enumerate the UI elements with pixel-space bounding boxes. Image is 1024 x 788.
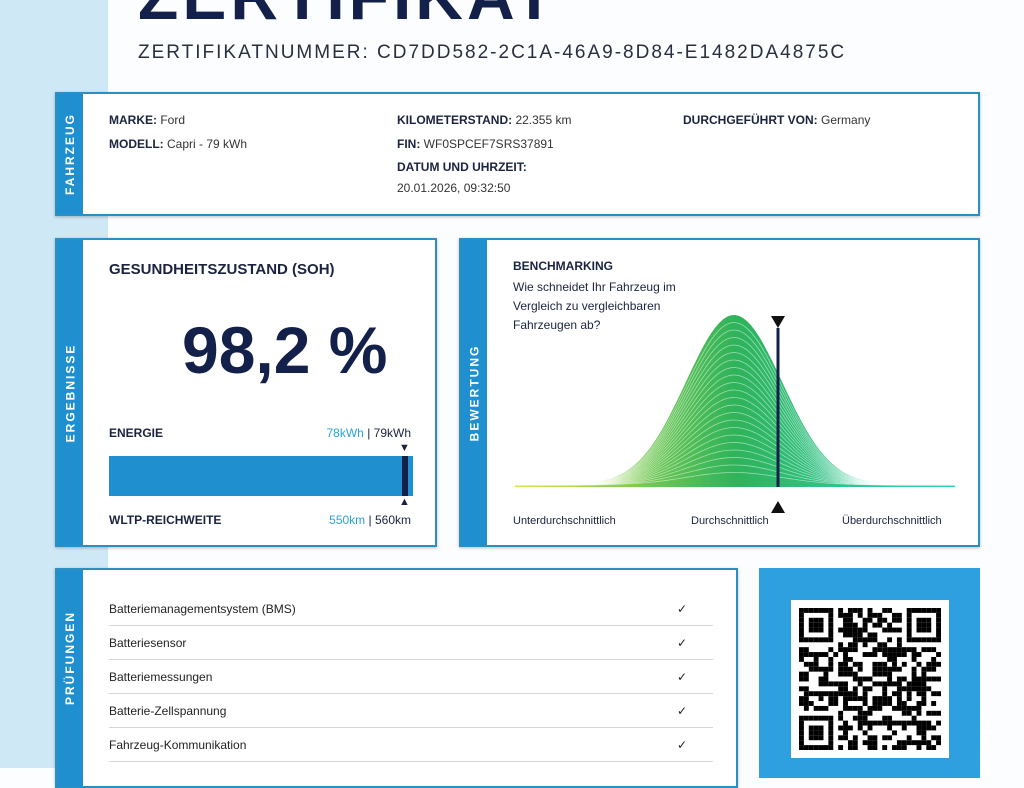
energy-label: ENERGIE xyxy=(109,426,164,440)
curve-line xyxy=(515,315,955,487)
check-row: Batteriemanagementsystem (BMS) ✓ xyxy=(109,592,713,626)
mileage-value: 22.355 km xyxy=(515,113,572,127)
soh-title: GESUNDHEITSZUSTAND (SOH) xyxy=(109,261,335,278)
check-label: Batteriemessungen xyxy=(109,669,213,684)
results-section: ERGEBNISSE GESUNDHEITSZUSTAND (SOH) 98,2… xyxy=(55,238,437,547)
check-row: Batterie-Zellspannung ✓ xyxy=(109,694,713,728)
benchmark-curve xyxy=(515,315,955,513)
range-total: | 560km xyxy=(368,513,411,527)
energy-total: | 79kWh xyxy=(367,426,411,440)
triangle-down-icon xyxy=(771,316,785,328)
vin-label: FIN: xyxy=(397,137,421,151)
label-above-average: Überdurchschnittlich xyxy=(842,515,942,527)
details-label: DETAILS xyxy=(978,708,993,777)
check-icon: ✓ xyxy=(676,669,687,684)
check-row: Fahrzeug-Kommunikation ✓ xyxy=(109,728,713,762)
check-row: Batteriesensor ✓ xyxy=(109,626,713,660)
page-title: ZERTIFIKAT xyxy=(138,0,558,34)
triangle-down-icon: ▼ xyxy=(399,442,410,454)
check-icon: ✓ xyxy=(676,601,687,616)
energy-current: 78kWh xyxy=(326,426,364,440)
range-label: WLTP-REICHWEITE xyxy=(109,513,222,527)
section-label: ERGEBNISSE xyxy=(57,240,83,545)
mileage-label: KILOMETERSTAND: xyxy=(397,113,513,127)
rating-section: BEWERTUNG BENCHMARKING Wie schneidet Ihr… xyxy=(459,238,980,547)
brand-label: MARKE: xyxy=(109,113,157,127)
section-label: PRÜFUNGEN xyxy=(57,570,83,786)
vehicle-section: FAHRZEUG MARKE: Ford MODELL: Capri - 79 … xyxy=(55,92,980,216)
qr-code xyxy=(791,600,949,758)
check-icon: ✓ xyxy=(676,737,687,752)
check-label: Batteriesensor xyxy=(109,635,187,650)
check-row: Batteriemessungen ✓ xyxy=(109,660,713,694)
range-current: 550km xyxy=(329,513,366,527)
model-value: Capri - 79 kWh xyxy=(167,137,248,151)
energy-bar xyxy=(109,456,413,496)
curve-line xyxy=(515,472,955,486)
performed-value: Germany xyxy=(821,113,871,127)
benchmark-question: Wie schneidet Ihr Fahrzeug im Vergleich … xyxy=(513,280,676,332)
triangle-up-icon xyxy=(771,501,785,513)
check-label: Batteriemanagementsystem (BMS) xyxy=(109,601,296,616)
label-below-average: Unterdurchschnittlich xyxy=(513,515,616,527)
model-label: MODELL: xyxy=(109,137,164,151)
bar-marker xyxy=(401,456,408,496)
triangle-up-icon: ▲ xyxy=(399,496,410,508)
section-label: FAHRZEUG xyxy=(57,94,83,214)
benchmark-title: BENCHMARKING xyxy=(513,259,613,273)
date-label: DATUM UND UHRZEIT: xyxy=(397,160,527,174)
certificate-number: ZERTIFIKATNUMMER: CD7DD582-2C1A-46A9-8D8… xyxy=(138,42,847,63)
qr-panel: DETAILS xyxy=(759,568,993,778)
label-average: Durchschnittlich xyxy=(691,515,769,527)
date-value: 20.01.2026, 09:32:50 xyxy=(397,181,511,195)
qr-code-image xyxy=(799,608,941,750)
check-label: Batterie-Zellspannung xyxy=(109,703,227,718)
vin-value: WF0SPCEF7SRS37891 xyxy=(423,137,554,151)
check-label: Fahrzeug-Kommunikation xyxy=(109,737,247,752)
check-icon: ✓ xyxy=(676,635,687,650)
section-label: BEWERTUNG xyxy=(461,240,487,545)
check-icon: ✓ xyxy=(676,703,687,718)
soh-value: 98,2 % xyxy=(182,313,388,387)
checks-section: PRÜFUNGEN Batteriemanagementsystem (BMS)… xyxy=(55,568,738,788)
brand-value: Ford xyxy=(160,113,186,127)
performed-label: DURCHGEFÜHRT VON: xyxy=(683,113,818,127)
